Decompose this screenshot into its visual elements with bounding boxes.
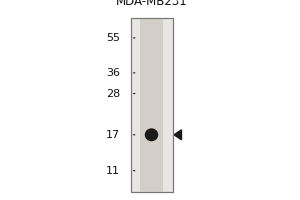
Text: 11: 11 xyxy=(106,166,120,176)
Text: 55: 55 xyxy=(106,33,120,43)
Text: 28: 28 xyxy=(106,89,120,99)
Text: MDA-MB231: MDA-MB231 xyxy=(116,0,188,8)
Text: 36: 36 xyxy=(106,68,120,78)
Polygon shape xyxy=(174,130,182,140)
Text: 17: 17 xyxy=(106,130,120,140)
